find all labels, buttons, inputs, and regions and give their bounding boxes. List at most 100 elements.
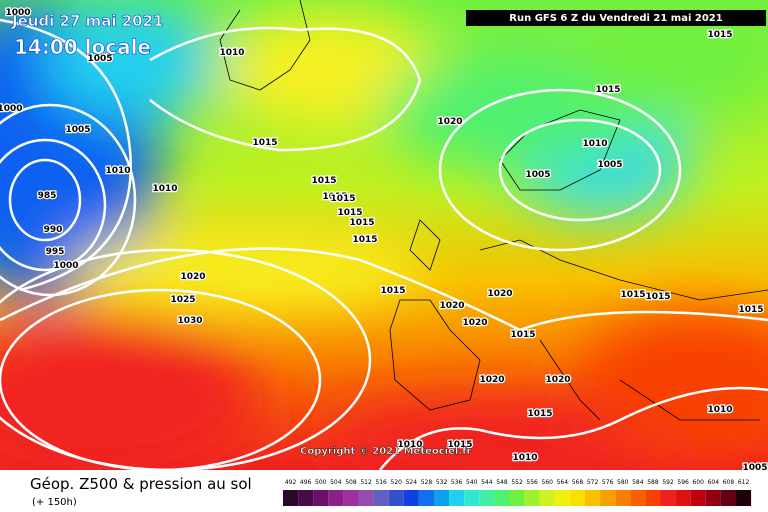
scale-label: 496 xyxy=(300,479,312,486)
isobar-label: 1015 xyxy=(322,192,347,202)
isobar-label: 1015 xyxy=(738,305,763,315)
isobar-label: 1010 xyxy=(707,405,732,415)
scale-swatch xyxy=(283,490,299,506)
scale-label: 536 xyxy=(451,479,463,486)
footer-subtitle: (+ 150h) xyxy=(32,497,77,508)
scale-swatch xyxy=(313,490,329,506)
scale-label: 592 xyxy=(662,479,674,486)
isobar-label: 1020 xyxy=(439,301,464,311)
scale-label: 604 xyxy=(708,479,720,486)
scale-label: 612 xyxy=(738,479,750,486)
isobar-label: 1005 xyxy=(597,160,622,170)
scale-label: 588 xyxy=(647,479,659,486)
scale-label: 548 xyxy=(496,479,508,486)
scale-swatch xyxy=(660,490,676,506)
isobar-label: 1015 xyxy=(645,292,670,302)
isobar-label: 1030 xyxy=(177,316,202,326)
isobar-label: 1015 xyxy=(311,176,336,186)
scale-swatch xyxy=(464,490,480,506)
scale-swatch xyxy=(449,490,465,506)
scale-swatch xyxy=(554,490,570,506)
isobar-label: 1020 xyxy=(437,117,462,127)
scale-swatch xyxy=(509,490,525,506)
isobar-label: 1015 xyxy=(447,440,472,450)
scale-label: 524 xyxy=(406,479,418,486)
scale-swatch xyxy=(328,490,344,506)
scale-label: 528 xyxy=(421,479,433,486)
isobar-label: 1010 xyxy=(219,48,244,58)
scale-label: 580 xyxy=(617,479,629,486)
run-text: Run GFS 6 Z du Vendredi 21 mai 2021 xyxy=(509,13,722,24)
isobar-label: 995 xyxy=(46,247,65,257)
copyright: Copyright © 2021 Meteociel.fr xyxy=(300,446,471,457)
isobar-label: 1015 xyxy=(330,194,355,204)
scale-swatch xyxy=(600,490,616,506)
scale-label: 572 xyxy=(587,479,599,486)
isobar-label: 1015 xyxy=(380,286,405,296)
isobar-label: 1000 xyxy=(53,261,78,271)
scale-swatch xyxy=(524,490,540,506)
isobar-label: 1010 xyxy=(152,184,177,194)
scale-swatch xyxy=(705,490,721,506)
scale-swatch xyxy=(434,490,450,506)
scale-label: 556 xyxy=(526,479,538,486)
scale-label: 500 xyxy=(315,479,327,486)
scale-swatch xyxy=(585,490,601,506)
isobar-label: 1020 xyxy=(180,272,205,282)
scale-swatch xyxy=(343,490,359,506)
scale-swatch xyxy=(690,490,706,506)
scale-label: 576 xyxy=(602,479,614,486)
scale-label: 512 xyxy=(360,479,372,486)
run-box xyxy=(466,10,766,26)
scale-swatch xyxy=(494,490,510,506)
isobar-label: 1020 xyxy=(479,375,504,385)
scale-swatch xyxy=(358,490,374,506)
scale-label: 608 xyxy=(723,479,735,486)
scale-swatch xyxy=(388,490,404,506)
scale-label: 516 xyxy=(375,479,387,486)
isobar-label: 1015 xyxy=(510,330,535,340)
isobar-label: 1015 xyxy=(707,30,732,40)
isobar-label: 1000 xyxy=(0,104,23,114)
isobar-label: 1015 xyxy=(252,138,277,148)
scale-swatch xyxy=(630,490,646,506)
scale-swatch xyxy=(298,490,314,506)
scale-label: 520 xyxy=(391,479,403,486)
scale-label: 564 xyxy=(557,479,569,486)
scale-swatch xyxy=(418,490,434,506)
isobar-label: 1010 xyxy=(105,166,130,176)
isobar-label: 1010 xyxy=(582,139,607,149)
isobar-label: 1015 xyxy=(349,218,374,228)
isobar-label: 1015 xyxy=(527,409,552,419)
isobar-label: 1005 xyxy=(525,170,550,180)
isobar-label: 1020 xyxy=(545,375,570,385)
isobar-label: 1015 xyxy=(620,290,645,300)
isobar-label: 1005 xyxy=(742,463,767,473)
date: Jeudi 27 mai 2021 xyxy=(11,12,164,30)
scale-label: 508 xyxy=(345,479,357,486)
scale-label: 504 xyxy=(330,479,342,486)
scale-label: 552 xyxy=(511,479,523,486)
isobar-label: 1005 xyxy=(65,125,90,135)
scale-swatch xyxy=(645,490,661,506)
scale-label: 532 xyxy=(436,479,448,486)
scale-swatch xyxy=(373,490,389,506)
scale-swatch xyxy=(736,490,752,506)
scale-label: 584 xyxy=(632,479,644,486)
time: 14:00 locale xyxy=(14,35,151,59)
isobar-label: 1020 xyxy=(487,289,512,299)
footer-title: Géop. Z500 & pression au sol xyxy=(30,475,252,493)
scale-label: 560 xyxy=(542,479,554,486)
scale-label: 600 xyxy=(693,479,705,486)
scale-swatch xyxy=(403,490,419,506)
scale-label: 596 xyxy=(677,479,689,486)
isobar-label: 990 xyxy=(44,225,63,235)
isobar-label: 985 xyxy=(38,191,57,201)
field: 1000100510101000100510151020101510151010… xyxy=(0,0,768,473)
isobar-label: 1015 xyxy=(352,235,377,245)
isobar-label: 1000 xyxy=(5,8,30,18)
scale-label: 492 xyxy=(285,479,297,486)
isobar-label: 1010 xyxy=(512,453,537,463)
